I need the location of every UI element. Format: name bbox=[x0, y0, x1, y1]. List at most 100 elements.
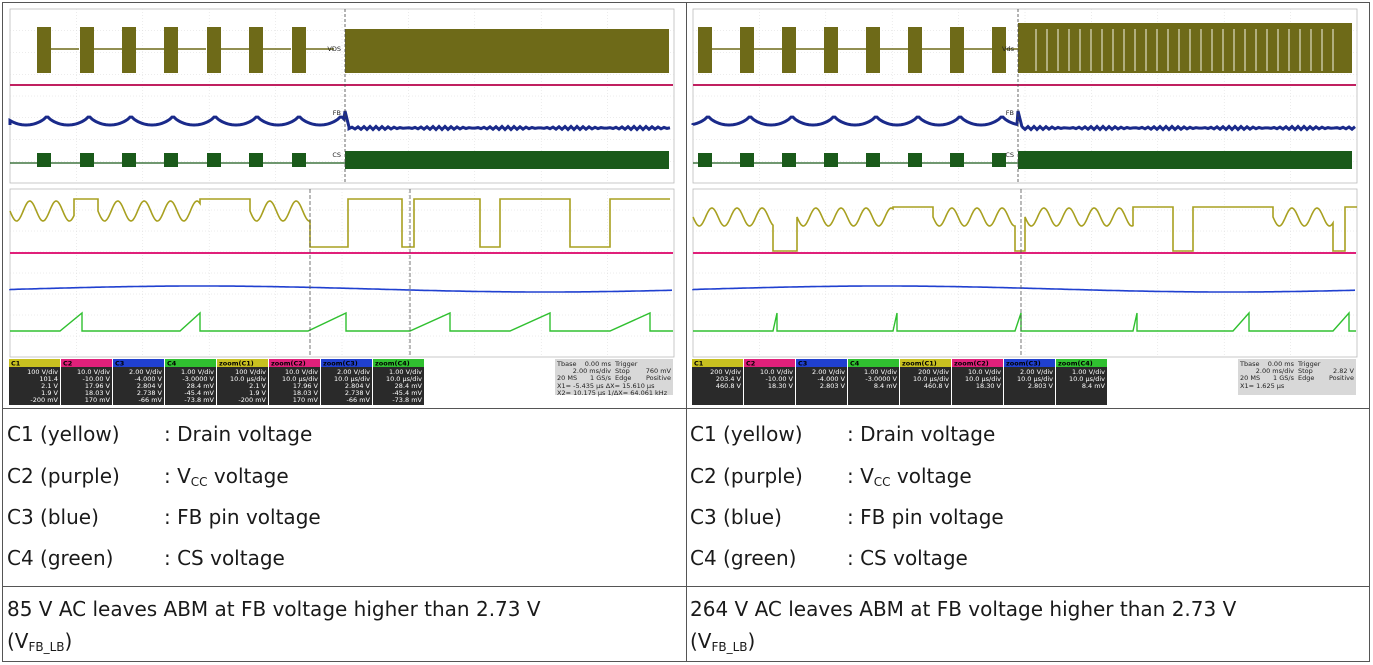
trigger-label: Trigger bbox=[614, 360, 638, 368]
channel-v1: 460.8 V bbox=[924, 382, 950, 390]
channel-tag: zoom(C3) bbox=[323, 360, 358, 368]
channel-vdiv: 2.00 V/div bbox=[1020, 368, 1053, 376]
channel-offset: -3.0000 V bbox=[865, 375, 897, 383]
cursor-readout: X1= -5.435 µs ΔX= 15.610 µs bbox=[557, 382, 655, 390]
channel-header bbox=[952, 359, 1003, 367]
channel-v2: 2.738 V bbox=[137, 389, 163, 397]
cs-burst bbox=[782, 153, 796, 167]
channel-offset: -10.00 V bbox=[766, 375, 794, 383]
trigger-label: Trigger bbox=[1297, 360, 1321, 368]
channel-vdiv: 2.00 V/div bbox=[337, 368, 370, 376]
legend-desc: : Drain voltage bbox=[847, 422, 996, 446]
channel-tag: C2 bbox=[63, 360, 72, 368]
channel-v1: 2.1 V bbox=[249, 382, 266, 390]
channel-dy: -66 mV bbox=[347, 396, 371, 404]
channel-dy: -73.8 mV bbox=[184, 396, 214, 404]
legend-channel: C3 (blue) bbox=[7, 505, 99, 529]
channel-tag: C3 bbox=[798, 360, 807, 368]
channel-vdiv: 10.0 V/div bbox=[968, 368, 1001, 376]
caption-right: 264 V AC leaves ABM at FB voltage higher… bbox=[690, 593, 1362, 663]
channel-vdiv: 1.00 V/div bbox=[864, 368, 897, 376]
trace-fb-overview bbox=[691, 110, 1356, 132]
fb-zoom-wave bbox=[692, 285, 1356, 293]
drain-continuous bbox=[345, 29, 669, 73]
trace-cs-overview bbox=[693, 151, 1352, 169]
channel-offset: 10.0 µs/div bbox=[1017, 375, 1053, 383]
drain-burst bbox=[698, 27, 712, 73]
channel-tag: C4 bbox=[167, 360, 177, 368]
legend-channel: C4 (green) bbox=[7, 546, 114, 570]
channel-tag: zoom(C1) bbox=[902, 360, 937, 368]
oscilloscope-screenshot-85vac: VDS FB CS C1 100 V/div 101.4 2.1 V 1.9 V -200 mV… bbox=[7, 7, 683, 407]
channel-vdiv: 10.0 V/div bbox=[285, 368, 318, 376]
row-divider-legend bbox=[3, 586, 1369, 587]
channel-vdiv: 1.00 V/div bbox=[389, 368, 422, 376]
channel-header bbox=[165, 359, 216, 367]
drain-burst bbox=[37, 27, 51, 73]
trigger-slope: Positive bbox=[1329, 374, 1354, 382]
trace-fb-overview bbox=[8, 110, 671, 132]
caption-line2: (VFB_LB) bbox=[7, 629, 73, 654]
legend-desc: : VCC voltage bbox=[847, 464, 972, 489]
channel-dy: 170 mV bbox=[85, 396, 111, 404]
drain-burst bbox=[249, 27, 263, 73]
timebase-srate-right: 1 GS/s bbox=[590, 374, 612, 382]
channel-vdiv: 10.0 V/div bbox=[760, 368, 793, 376]
channel-header bbox=[848, 359, 899, 367]
channel-v1: 8.4 mV bbox=[874, 382, 898, 390]
drain-zoom-wave bbox=[692, 206, 1357, 252]
channel-vdiv: 1.00 V/div bbox=[1072, 368, 1105, 376]
drain-burst bbox=[908, 27, 922, 73]
drain-burst bbox=[164, 27, 178, 73]
channel-dy: -200 mV bbox=[238, 396, 266, 404]
drain-burst bbox=[80, 27, 94, 73]
channel-tag: zoom(C2) bbox=[954, 360, 989, 368]
channel-vdiv: 200 V/div bbox=[918, 368, 949, 376]
drain-continuous bbox=[1018, 23, 1352, 73]
scope-grid bbox=[692, 188, 1358, 358]
trace-label-cs: CS bbox=[1005, 151, 1014, 159]
channel-offset: -10.00 V bbox=[83, 375, 111, 383]
trigger-slope: Positive bbox=[646, 374, 671, 382]
legend-desc: : CS voltage bbox=[847, 546, 968, 570]
channel-v1: 28.4 mV bbox=[187, 382, 215, 390]
trigger-mode: Stop bbox=[615, 367, 630, 375]
channel-tag: zoom(C3) bbox=[1006, 360, 1041, 368]
channel-dy: 170 mV bbox=[293, 396, 319, 404]
cs-burst bbox=[207, 153, 221, 167]
channel-header bbox=[900, 359, 951, 367]
channel-v1: 2.803 V bbox=[1028, 382, 1054, 390]
trace-cs-overview bbox=[10, 151, 669, 169]
channel-header bbox=[744, 359, 795, 367]
fb-wave bbox=[691, 110, 1356, 132]
cursor-readout: X2= 10.175 µs 1/ΔX= 64.061 kHz bbox=[557, 389, 668, 397]
channel-header bbox=[9, 359, 60, 367]
channel-tag: C1 bbox=[11, 360, 21, 368]
legend-desc: : VCC voltage bbox=[164, 464, 289, 489]
channel-vdiv: 2.00 V/div bbox=[129, 368, 162, 376]
timebase-box bbox=[555, 359, 673, 395]
drain-burst bbox=[824, 27, 838, 73]
cs-burst bbox=[824, 153, 838, 167]
trace-label-vds: Vds bbox=[1002, 45, 1015, 53]
channel-v1: 17.96 V bbox=[293, 382, 319, 390]
timebase-label: Tbase bbox=[556, 360, 576, 368]
timebase-srate-left: 20 MS bbox=[1240, 374, 1260, 382]
trigger-level: 760 mV bbox=[646, 367, 672, 375]
cs-burst bbox=[740, 153, 754, 167]
caption-line1: 264 V AC leaves ABM at FB voltage higher… bbox=[690, 597, 1237, 621]
cs-burst bbox=[866, 153, 880, 167]
legend-desc: : Drain voltage bbox=[164, 422, 313, 446]
channel-v1: 8.4 mV bbox=[1082, 382, 1106, 390]
channel-offset: 10.0 µs/div bbox=[965, 375, 1001, 383]
channel-tag: C1 bbox=[694, 360, 704, 368]
legend-channel: C1 (yellow) bbox=[690, 422, 803, 446]
cs-continuous bbox=[1018, 151, 1352, 169]
channel-offset: 10.0 µs/div bbox=[282, 375, 318, 383]
channel-dy: -200 mV bbox=[30, 396, 58, 404]
channel-v1: 2.1 V bbox=[41, 382, 58, 390]
